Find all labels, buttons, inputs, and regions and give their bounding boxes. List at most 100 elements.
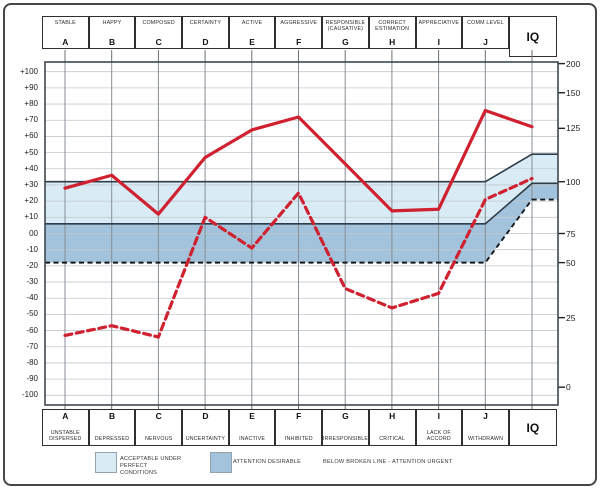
- column-letter: J: [483, 411, 488, 421]
- right-axis-label-50: 50: [566, 257, 576, 268]
- footer-cell-i: I LACK OF ACCORD: [415, 409, 463, 446]
- band-light-swatch: [95, 452, 117, 473]
- left-axis-label--20: -20: [26, 260, 38, 270]
- column-letter: H: [389, 411, 396, 421]
- footer-cell-a: A UNSTABLE DISPERSED: [42, 409, 89, 446]
- column-letter: G: [342, 37, 349, 47]
- trait-label: COMM LEVEL: [467, 20, 504, 26]
- right-axis-label-125: 125: [566, 123, 581, 134]
- trait-label: DEPRESSED: [94, 436, 130, 442]
- column-letter: I: [437, 411, 441, 421]
- left-axis-label--60: -60: [26, 325, 38, 335]
- left-axis-label-+70: +70: [24, 115, 38, 125]
- trait-label: WITHDRAWN: [467, 436, 504, 442]
- left-axis-label-+10: +10: [24, 212, 38, 222]
- trait-label: UNCERTAINTY: [185, 436, 226, 442]
- left-axis-label-+80: +80: [24, 99, 38, 109]
- footer-cell-g: G IRRESPONSIBLE: [322, 409, 369, 446]
- trait-label: IRRESPONSIBLE: [322, 436, 369, 442]
- trait-label: ACTIVE: [241, 20, 263, 26]
- right-axis-label-150: 150: [566, 87, 581, 98]
- column-letter: C: [155, 37, 162, 47]
- trait-label: COMPOSED: [142, 20, 175, 26]
- trait-label: CORRECT ESTIMATION: [375, 20, 410, 32]
- column-letter: A: [62, 411, 69, 421]
- urgent-broken-line: [45, 198, 558, 264]
- trait-label: INHIBITED: [284, 436, 313, 442]
- left-axis-label-+60: +60: [24, 131, 38, 141]
- trait-label: APPRECIATIVE: [418, 20, 460, 26]
- right-axis-label-25: 25: [566, 312, 576, 323]
- plot-border: [44, 61, 559, 406]
- column-letter: F: [296, 37, 302, 47]
- footer-cell-d: D UNCERTAINTY: [182, 409, 229, 446]
- trait-label: LACK OF ACCORD: [426, 430, 451, 442]
- left-axis-label--30: -30: [26, 277, 38, 287]
- column-letter: E: [249, 37, 255, 47]
- band-acceptable: [45, 154, 558, 224]
- header-cell-f: AGGRESSIVE F: [275, 16, 323, 49]
- left-axis-label-+20: +20: [24, 196, 38, 206]
- footer-cell-e: E INACTIVE: [228, 409, 276, 446]
- header-cell-e: ACTIVE E: [228, 16, 276, 49]
- footer-cell-j: J WITHDRAWN: [462, 409, 509, 446]
- left-axis-label--90: -90: [26, 374, 38, 384]
- top-trait-header-row: STABLE A HAPPY B COMPOSED C CERTAINTY D ACTIVE E A…: [42, 16, 557, 57]
- footer-cell-iq: IQ: [508, 409, 557, 446]
- band-border-attention-top: [45, 182, 558, 225]
- trait-label: UNSTABLE DISPERSED: [49, 430, 82, 442]
- left-axis-label-+90: +90: [24, 82, 38, 92]
- right-axis-label-200: 200: [566, 58, 581, 69]
- column-letter: D: [202, 37, 209, 47]
- band-dark-swatch: [210, 452, 232, 473]
- left-axis-label--10: -10: [26, 244, 38, 254]
- header-cell-iq: IQ: [508, 16, 557, 57]
- footer-cell-f: F INHIBITED: [275, 409, 323, 446]
- header-cell-a: STABLE A: [42, 16, 89, 49]
- header-cell-d: CERTAINTY D: [182, 16, 229, 49]
- score-line-dashed: [63, 176, 534, 339]
- trait-label: NERVOUS: [144, 436, 173, 442]
- column-letter: E: [249, 411, 255, 421]
- left-axis-label--70: -70: [26, 341, 38, 351]
- left-axis-label--80: -80: [26, 357, 38, 367]
- left-axis-label-+40: +40: [24, 163, 38, 173]
- footer-cell-c: C NERVOUS: [135, 409, 183, 446]
- legend-note-urgent: BELOW BROKEN LINE - ATTENTION URGENT: [323, 459, 453, 465]
- column-letter: F: [296, 411, 302, 421]
- band-border-acceptable-top: [45, 153, 558, 183]
- column-letter: D: [202, 411, 209, 421]
- score-line-solid: [63, 108, 534, 216]
- header-cell-i: APPRECIATIVE I: [415, 16, 463, 49]
- column-letter: A: [62, 37, 69, 47]
- left-axis-label--100: -100: [21, 390, 38, 400]
- legend-label-acceptable: ACCEPTABLE UNDER PERFECT CONDITIONS: [120, 456, 182, 476]
- header-cell-g: RESPONSIBLE (CAUSATIVE) G: [322, 16, 369, 49]
- right-axis-label-75: 75: [566, 228, 576, 239]
- header-cell-c: COMPOSED C: [135, 16, 183, 49]
- legend-label-attention: ATTENTION DESIRABLE: [233, 459, 302, 465]
- column-letter: B: [108, 37, 116, 47]
- right-axis-label-0: 0: [566, 382, 571, 393]
- footer-cell-b: B DEPRESSED: [88, 409, 136, 446]
- column-letter: J: [483, 37, 488, 47]
- header-cell-b: HAPPY B: [88, 16, 136, 49]
- trait-graph-plot: [44, 50, 565, 411]
- column-letter: B: [108, 411, 116, 421]
- left-axis-label-+100: +100: [19, 66, 38, 76]
- left-axis-label-+50: +50: [24, 147, 38, 157]
- trait-label: STABLE: [54, 20, 76, 26]
- band-attention-desirable: [45, 183, 558, 263]
- left-axis-label--50: -50: [26, 309, 38, 319]
- trait-label: CRITICAL: [379, 436, 406, 442]
- left-axis-label-+30: +30: [24, 179, 38, 189]
- left-axis-label--40: -40: [26, 293, 38, 303]
- legend: ACCEPTABLE UNDER PERFECT CONDITIONS ATTE…: [0, 450, 594, 478]
- right-axis-label-100: 100: [566, 176, 581, 187]
- footer-cell-h: H CRITICAL: [368, 409, 416, 446]
- trait-label: HAPPY: [102, 20, 122, 26]
- trait-label: INACTIVE: [239, 436, 266, 442]
- header-cell-h: CORRECT ESTIMATION H: [368, 16, 416, 49]
- column-letter: C: [155, 411, 162, 421]
- left-axis-label-00: 00: [29, 228, 38, 238]
